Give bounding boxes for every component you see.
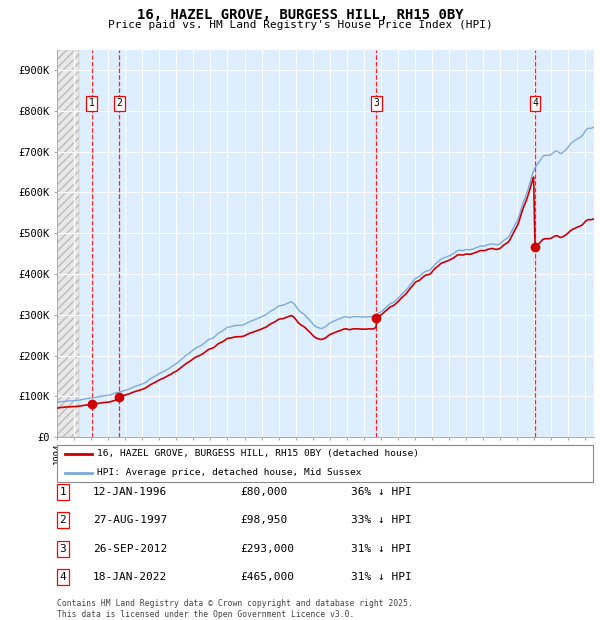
Text: 31% ↓ HPI: 31% ↓ HPI	[351, 544, 412, 554]
Text: 27-AUG-1997: 27-AUG-1997	[93, 515, 167, 525]
Text: 3: 3	[59, 544, 67, 554]
Text: 4: 4	[59, 572, 67, 582]
Text: £80,000: £80,000	[240, 487, 287, 497]
FancyBboxPatch shape	[57, 445, 593, 482]
Text: 31% ↓ HPI: 31% ↓ HPI	[351, 572, 412, 582]
Text: 16, HAZEL GROVE, BURGESS HILL, RH15 0BY (detached house): 16, HAZEL GROVE, BURGESS HILL, RH15 0BY …	[97, 449, 419, 458]
Text: HPI: Average price, detached house, Mid Sussex: HPI: Average price, detached house, Mid …	[97, 468, 362, 477]
Text: 36% ↓ HPI: 36% ↓ HPI	[351, 487, 412, 497]
Text: £293,000: £293,000	[240, 544, 294, 554]
Text: 1: 1	[89, 98, 95, 108]
Text: 4: 4	[532, 98, 538, 108]
Text: 2: 2	[59, 515, 67, 525]
Text: £465,000: £465,000	[240, 572, 294, 582]
Bar	[57, 50, 79, 437]
Text: 18-JAN-2022: 18-JAN-2022	[93, 572, 167, 582]
Text: Contains HM Land Registry data © Crown copyright and database right 2025.
This d: Contains HM Land Registry data © Crown c…	[57, 600, 413, 619]
Text: 26-SEP-2012: 26-SEP-2012	[93, 544, 167, 554]
Text: 3: 3	[373, 98, 379, 108]
Text: 16, HAZEL GROVE, BURGESS HILL, RH15 0BY: 16, HAZEL GROVE, BURGESS HILL, RH15 0BY	[137, 8, 463, 22]
Text: Price paid vs. HM Land Registry's House Price Index (HPI): Price paid vs. HM Land Registry's House …	[107, 20, 493, 30]
Text: 33% ↓ HPI: 33% ↓ HPI	[351, 515, 412, 525]
Text: 2: 2	[116, 98, 122, 108]
Text: £98,950: £98,950	[240, 515, 287, 525]
Text: 12-JAN-1996: 12-JAN-1996	[93, 487, 167, 497]
Text: 1: 1	[59, 487, 67, 497]
